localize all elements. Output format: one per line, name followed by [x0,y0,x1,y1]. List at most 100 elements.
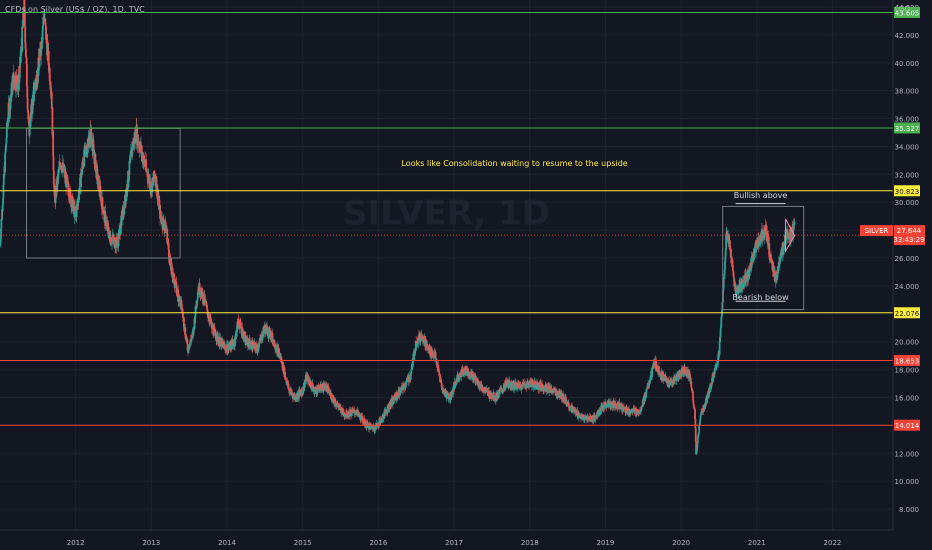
candle-body [385,413,388,414]
candle-body [36,80,39,85]
candle-body [284,371,286,377]
candle-body [167,242,170,250]
candle-body [310,381,312,386]
candle-body [594,415,597,420]
candle-body [734,281,736,285]
candle-body [712,373,715,377]
candle-body [640,409,643,410]
candle-body [502,390,505,391]
y-tick-label: 16.000 [895,395,920,403]
candle-body [492,392,495,400]
candle-body [584,415,587,417]
candle-body [316,389,319,394]
annotation-0[interactable]: Looks like Consolidation waiting to resu… [401,159,627,168]
candle-body [425,340,427,347]
current-price-tag [894,225,925,246]
candle-body [237,318,239,329]
candle-body [366,424,369,428]
candle-body [336,403,339,406]
candle-body [769,256,771,259]
candle-body [399,389,402,394]
candle-body [8,110,11,117]
candle-body [151,178,154,193]
candle-body [599,412,602,415]
candle-body [728,240,731,249]
candle-body [412,354,415,362]
candle-body [552,390,555,393]
candle-body [716,363,719,365]
candle-body [685,375,688,377]
symbol-tag [860,225,893,237]
candle-body [543,388,546,390]
candle-body [194,306,197,318]
candle-body [533,381,536,389]
candle-body [209,317,212,324]
candle-body [92,144,95,152]
candle-body [712,375,715,379]
candle-body [368,424,371,430]
triangle-pattern[interactable] [785,218,796,253]
candle-body [726,230,728,235]
candle-body [731,260,734,265]
candle-body [488,390,490,397]
candle-body [396,396,399,399]
annotation-1[interactable]: Bullish above [734,191,788,200]
candle-body [638,412,641,413]
x-tick-label: 2012 [67,539,85,547]
level-tag-1 [894,122,920,134]
candle-body [785,234,788,240]
candle-body [555,395,558,396]
candle-body [117,233,120,246]
candle-body [236,325,238,333]
candle-body [304,381,307,383]
candle-body [475,378,478,381]
candle-body [353,411,356,414]
candle-body [678,377,680,380]
candle-body [221,341,224,344]
candle-body [496,396,499,400]
candle-body [66,181,69,182]
y-tick-label: 8.000 [899,506,919,514]
candle-body [326,387,329,392]
annotation-2[interactable]: Bearish below [732,293,789,302]
candle-body [29,112,32,127]
candle-body [376,423,378,425]
candle-body [755,243,758,246]
candle-body [212,328,215,336]
candle-body [346,416,348,418]
candle-body [585,417,588,419]
candle-body [616,407,619,409]
candle-body [45,33,48,43]
candle-body [635,408,638,415]
candle-body [577,417,580,419]
candle-body [239,322,242,327]
candle-body [331,394,334,400]
candle-body [601,405,603,408]
candle-body [537,386,540,390]
level-tag-label-5: 14.014 [895,422,920,430]
candle-body [559,392,562,397]
candle-body [23,8,26,27]
candle-body [1,204,4,212]
candle-body [698,421,701,426]
candle-body [229,345,232,348]
candle-body [101,206,104,214]
candle-body [7,118,10,122]
candle-body [552,392,554,393]
candle-body [360,414,363,417]
candle-body [586,416,589,422]
consolidation-box-2020[interactable] [722,205,805,311]
candle-body [18,78,21,83]
candle-body [0,219,3,229]
candle-body [276,345,279,347]
candle-body [196,298,199,301]
candle-body [740,283,742,293]
candle-body [515,383,518,390]
candle-body [203,294,206,303]
candle-body [614,401,616,408]
candle-body [641,406,643,408]
candle-body [81,162,84,164]
candle-body [783,241,786,250]
candle-body [42,17,45,26]
